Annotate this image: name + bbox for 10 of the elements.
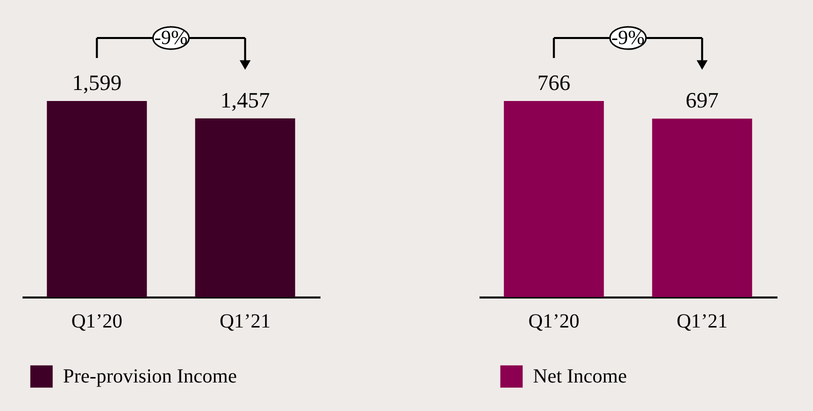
x-tick-label: Q1’20 (71, 310, 122, 332)
x-tick-label: Q1’21 (220, 310, 271, 332)
data-label: 697 (686, 88, 719, 113)
data-label: 1,599 (72, 70, 122, 95)
x-tick-label: Q1’20 (528, 310, 580, 332)
data-label: 766 (537, 70, 570, 95)
legend-label: Pre-provision Income (63, 366, 237, 388)
x-tick-label: Q1’21 (676, 310, 728, 332)
data-label: 1,457 (220, 87, 270, 112)
legend-label: Net Income (533, 366, 627, 388)
